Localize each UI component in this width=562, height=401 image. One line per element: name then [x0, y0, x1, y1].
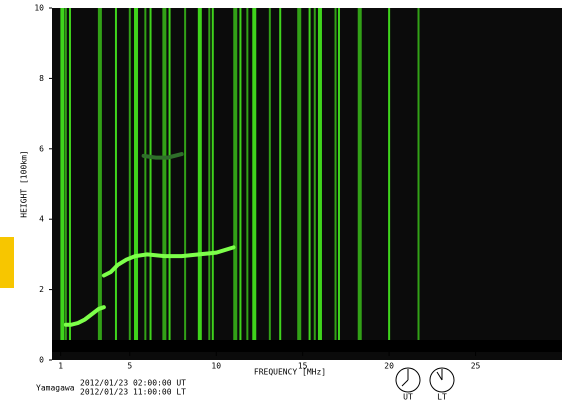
time-lt: 2012/01/23 11:00:00 LT — [80, 388, 186, 397]
x-tick-label: 1 — [58, 362, 63, 371]
y-tick-label: 2 — [39, 285, 44, 294]
y-tick-label: 10 — [34, 4, 44, 13]
clocks — [396, 368, 454, 392]
station: Yamagawa — [36, 384, 75, 393]
y-tick-label: 8 — [39, 74, 44, 83]
x-tick-label: 15 — [298, 362, 308, 371]
y-tick-label: 6 — [39, 144, 44, 153]
plot-area — [52, 8, 562, 360]
time-ut: 2012/01/23 02:00:00 UT — [80, 379, 186, 388]
y-axis-label: HEIGHT [100km] — [20, 150, 29, 217]
x-tick-label: 20 — [384, 362, 394, 371]
ionogram: HEIGHT [100km] FREQUENCY [MHz] Yamagawa … — [0, 0, 562, 401]
clock-label: UT — [403, 393, 413, 401]
x-tick-label: 25 — [471, 362, 481, 371]
y-tick-label: 4 — [39, 215, 44, 224]
ground-band — [52, 340, 562, 352]
side-tab — [0, 237, 14, 288]
clock-label: LT — [437, 393, 447, 401]
x-tick-label: 10 — [211, 362, 221, 371]
x-axis-label: FREQUENCY [MHz] — [254, 368, 326, 377]
x-tick-label: 5 — [127, 362, 132, 371]
y-tick-label: 0 — [39, 356, 44, 365]
